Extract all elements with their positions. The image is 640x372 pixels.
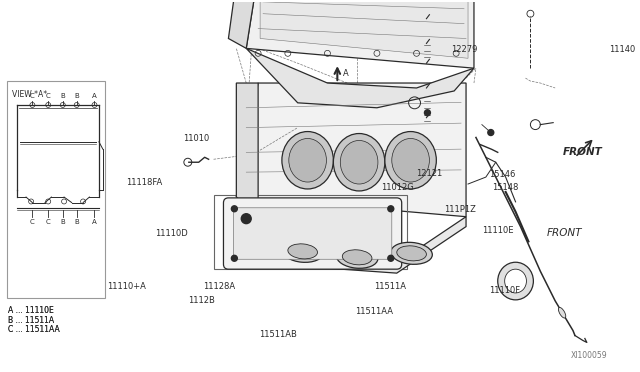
Text: 12121: 12121 <box>416 169 442 177</box>
Ellipse shape <box>289 138 326 182</box>
Text: B: B <box>74 93 79 99</box>
Ellipse shape <box>337 246 378 268</box>
Text: 15146: 15146 <box>488 170 515 179</box>
Ellipse shape <box>288 244 317 259</box>
Text: 15148: 15148 <box>492 183 518 192</box>
Text: 11118FA: 11118FA <box>126 178 163 187</box>
Ellipse shape <box>391 242 433 264</box>
Ellipse shape <box>559 307 566 318</box>
Text: C: C <box>30 219 35 225</box>
Text: B: B <box>74 219 79 225</box>
Circle shape <box>488 129 494 135</box>
Text: C: C <box>46 219 51 225</box>
Text: 11012G: 11012G <box>381 183 413 192</box>
Ellipse shape <box>385 132 436 189</box>
Polygon shape <box>246 0 474 68</box>
Ellipse shape <box>505 269 527 293</box>
FancyBboxPatch shape <box>234 208 392 259</box>
Text: B: B <box>60 93 65 99</box>
Circle shape <box>241 214 251 224</box>
Text: 11511A: 11511A <box>374 282 406 291</box>
Text: B: B <box>60 219 65 225</box>
Polygon shape <box>258 217 466 273</box>
Polygon shape <box>228 0 256 48</box>
Ellipse shape <box>333 134 385 191</box>
Circle shape <box>388 206 394 212</box>
Polygon shape <box>236 83 258 217</box>
Text: 11110F: 11110F <box>488 286 520 295</box>
Polygon shape <box>236 83 466 217</box>
Circle shape <box>424 110 431 116</box>
Text: VIEW *A*: VIEW *A* <box>12 90 47 99</box>
Text: 111P1Z: 111P1Z <box>444 205 476 214</box>
Text: A: A <box>343 68 349 78</box>
Text: A ... 11110E: A ... 11110E <box>8 306 54 315</box>
Text: A: A <box>92 93 97 99</box>
Bar <box>7 81 105 298</box>
Text: A: A <box>92 219 97 225</box>
Text: FRONT: FRONT <box>547 228 582 238</box>
Ellipse shape <box>282 132 333 189</box>
FancyBboxPatch shape <box>223 198 402 269</box>
Polygon shape <box>246 48 474 108</box>
Ellipse shape <box>282 240 323 262</box>
Text: 11010: 11010 <box>184 134 210 142</box>
Text: 1112B: 1112B <box>188 296 214 305</box>
Circle shape <box>232 206 237 212</box>
Text: C: C <box>46 93 51 99</box>
Circle shape <box>388 255 394 261</box>
Text: 11511AB: 11511AB <box>259 330 297 339</box>
Text: 12279: 12279 <box>451 45 477 54</box>
Circle shape <box>232 255 237 261</box>
Text: XI100059: XI100059 <box>571 351 608 360</box>
Ellipse shape <box>498 262 533 300</box>
Ellipse shape <box>342 250 372 265</box>
Ellipse shape <box>340 141 378 184</box>
Text: FRONT: FRONT <box>563 147 603 157</box>
Text: B ... 11511A: B ... 11511A <box>8 316 54 325</box>
Text: A ... 11110E: A ... 11110E <box>8 306 54 315</box>
Text: 11110D: 11110D <box>155 230 188 238</box>
Text: 11110E: 11110E <box>483 226 514 235</box>
Polygon shape <box>260 0 468 58</box>
Text: C ... 11511AA: C ... 11511AA <box>8 325 60 334</box>
Text: 11110+A: 11110+A <box>108 282 147 291</box>
Ellipse shape <box>392 138 429 182</box>
Text: 11140: 11140 <box>609 45 636 54</box>
Text: C ... 11511AA: C ... 11511AA <box>8 325 60 334</box>
Ellipse shape <box>397 246 426 261</box>
Bar <box>214 195 406 269</box>
Text: 11511AA: 11511AA <box>356 308 394 317</box>
Text: 11128A: 11128A <box>204 282 236 291</box>
Text: C: C <box>30 93 35 99</box>
Text: B ... 11511A: B ... 11511A <box>8 316 54 325</box>
